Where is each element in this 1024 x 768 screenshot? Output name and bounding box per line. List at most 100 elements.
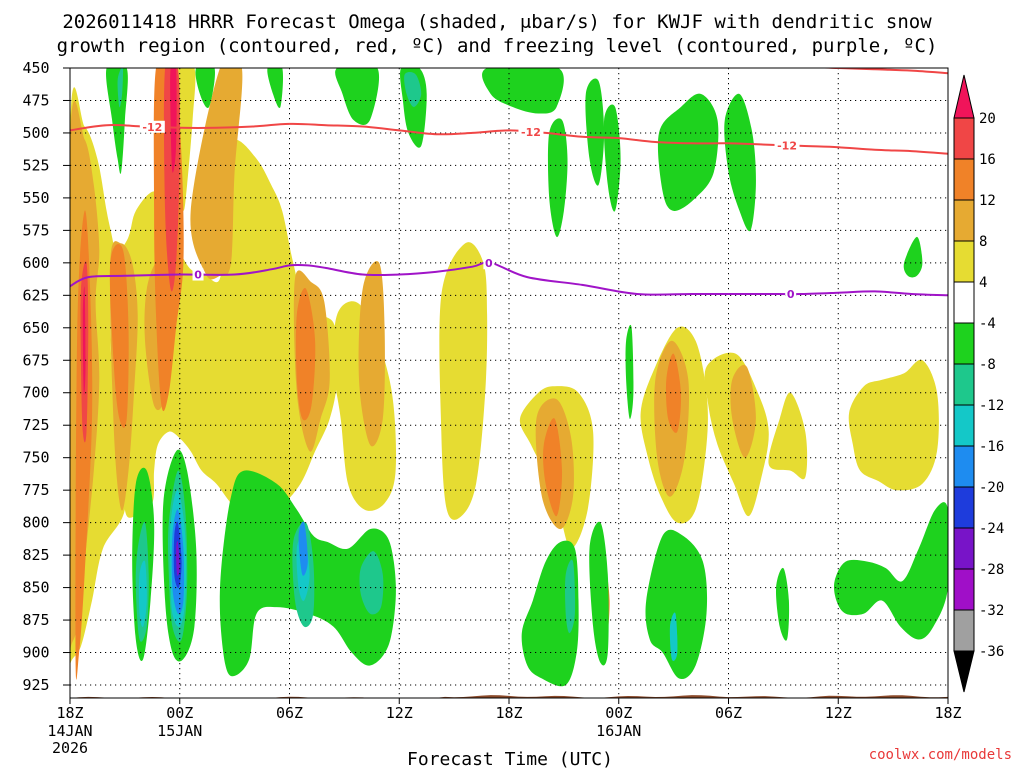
omega-region-pos8-15 (358, 261, 385, 447)
colorbar-label-0: 20 (979, 111, 996, 127)
x-tick-label-5: 00Z (605, 704, 632, 722)
colorbar-label-9: -20 (979, 480, 1004, 496)
x-tick-label-2: 06Z (276, 704, 303, 722)
y-tick-label-475: 475 (22, 91, 49, 109)
omega-region-neg4-41 (903, 236, 923, 278)
y-tick-label-875: 875 (22, 611, 49, 629)
colorbar-label-11: -28 (979, 562, 1004, 578)
contour-label-freezing-level-1: 0 (485, 257, 493, 270)
colorbar-label-7: -12 (979, 398, 1004, 414)
omega-region-neg8-57 (565, 559, 576, 634)
omega-region-neg4-36 (547, 118, 568, 238)
omega-region-neg4-39 (657, 93, 719, 212)
colorbar-band-7 (953, 404, 975, 447)
colorbar-label-12: -32 (979, 603, 1004, 619)
omega-region-neg4-31 (195, 68, 215, 108)
x-tick-label-4: 18Z (495, 704, 522, 722)
contour-dgz-minus12 (70, 122, 948, 155)
omega-region-pos4-9 (848, 359, 939, 491)
colorbar-label-13: -36 (979, 644, 1004, 660)
omega-region-neg4-40 (724, 93, 756, 232)
colorbar-band-12 (953, 609, 975, 652)
omega-region-neg4-37 (585, 78, 605, 186)
contour-label-bg-freezing-level-0 (192, 268, 204, 281)
x-tick-sublabel-1-0: 15JAN (157, 722, 202, 740)
contour-label-bg-dgz-minus12-0 (139, 120, 165, 133)
y-tick-label-575: 575 (22, 221, 49, 239)
omega-region-neg4-35 (482, 68, 564, 114)
colorbar-band-11 (953, 568, 975, 611)
colorbar-band-8 (953, 445, 975, 488)
y-tick-label-600: 600 (22, 254, 49, 272)
y-tick-label-625: 625 (22, 286, 49, 304)
omega-region-neg4-48 (645, 529, 708, 680)
omega-region-neg12-61 (669, 612, 678, 661)
y-tick-label-825: 825 (22, 546, 49, 564)
omega-shading (70, 68, 948, 698)
contour-label-dgz-minus12-0: -12 (142, 121, 162, 134)
y-tick-label-925: 925 (22, 676, 49, 694)
omega-region-neg4-50 (833, 502, 948, 640)
colorbar-label-10: -24 (979, 521, 1004, 537)
y-tick-label-525: 525 (22, 156, 49, 174)
omega-region-pos20-29 (170, 68, 177, 173)
omega-region-pos12-23 (543, 418, 563, 517)
x-tick-sublabel-0-1: 2026 (52, 739, 88, 757)
x-tick-label-0: 18Z (56, 704, 83, 722)
colorbar-label-4: 4 (979, 275, 987, 291)
contour-label-bg-freezing-level-1 (483, 257, 495, 270)
omega-region-neg4-33 (335, 68, 380, 125)
omega-region-neg4-46 (589, 521, 609, 666)
y-tick-label-675: 675 (22, 351, 49, 369)
omega-region-neg4-47 (625, 324, 634, 419)
colorbar-label-5: -4 (979, 316, 996, 332)
omega-region-neg8-52 (404, 72, 422, 107)
y-tick-label-700: 700 (22, 384, 49, 402)
y-axis: 450 475 500 525 550 575 600 625 650 675 700 725 750 7… (22, 59, 70, 694)
contour-label-dgz-minus12-1: -12 (521, 126, 541, 139)
colorbar-top-arrow (953, 74, 975, 119)
credit-text: coolwx.com/models (869, 747, 1012, 763)
omega-region-neg12-58 (138, 560, 147, 627)
contour-label-bg-dgz-minus12-1 (518, 125, 544, 138)
y-tick-label-750: 750 (22, 449, 49, 467)
omega-region-neg16-63 (298, 521, 308, 576)
y-tick-label-850: 850 (22, 579, 49, 597)
omega-region-neg4-49 (775, 567, 790, 641)
omega-region-pos8-18 (730, 364, 756, 458)
colorbar-band-6 (953, 363, 975, 406)
contour-freezing-level (70, 261, 948, 297)
x-tick-label-8: 18Z (934, 704, 961, 722)
omega-region-pos4-4 (439, 242, 488, 520)
x-tick-label-1: 00Z (166, 704, 193, 722)
colorbar-band-9 (953, 486, 975, 529)
colorbar-band-1 (953, 158, 975, 201)
colorbar-label-1: 16 (979, 152, 996, 168)
y-tick-label-550: 550 (22, 189, 49, 207)
x-tick-sublabel-5-0: 16JAN (596, 722, 641, 740)
terrain-fill (70, 695, 948, 698)
colorbar-band-2 (953, 199, 975, 242)
omega-region-neg4-45 (521, 540, 579, 687)
x-axis-title: Forecast Time (UTC) (407, 749, 613, 768)
omega-region-pos12-20 (109, 244, 129, 428)
x-tick-sublabel-0-0: 14JAN (47, 722, 92, 740)
colorbar-band-10 (953, 527, 975, 570)
colorbar-band-3 (953, 240, 975, 283)
contour-label-bg-freezing-level-2 (785, 288, 797, 301)
chart-title-line-2: growth region (contoured, red, ºC) and f… (57, 35, 938, 57)
colorbar-label-2: 12 (979, 193, 996, 209)
temperature-contours: -12 -12 -12 0 0 0 (70, 68, 948, 301)
colorbar-label-3: 8 (979, 234, 987, 250)
colorbar-band-0 (953, 117, 975, 160)
x-tick-label-3: 12Z (386, 704, 413, 722)
y-tick-label-725: 725 (22, 416, 49, 434)
grid-lines (70, 68, 948, 698)
y-tick-label-900: 900 (22, 644, 49, 662)
colorbar-bottom-arrow (953, 650, 975, 693)
y-tick-label-650: 650 (22, 319, 49, 337)
omega-region-pos8-13 (190, 68, 243, 280)
colorbar-band-4 (953, 281, 975, 324)
omega-region-pos20-28 (82, 286, 86, 396)
